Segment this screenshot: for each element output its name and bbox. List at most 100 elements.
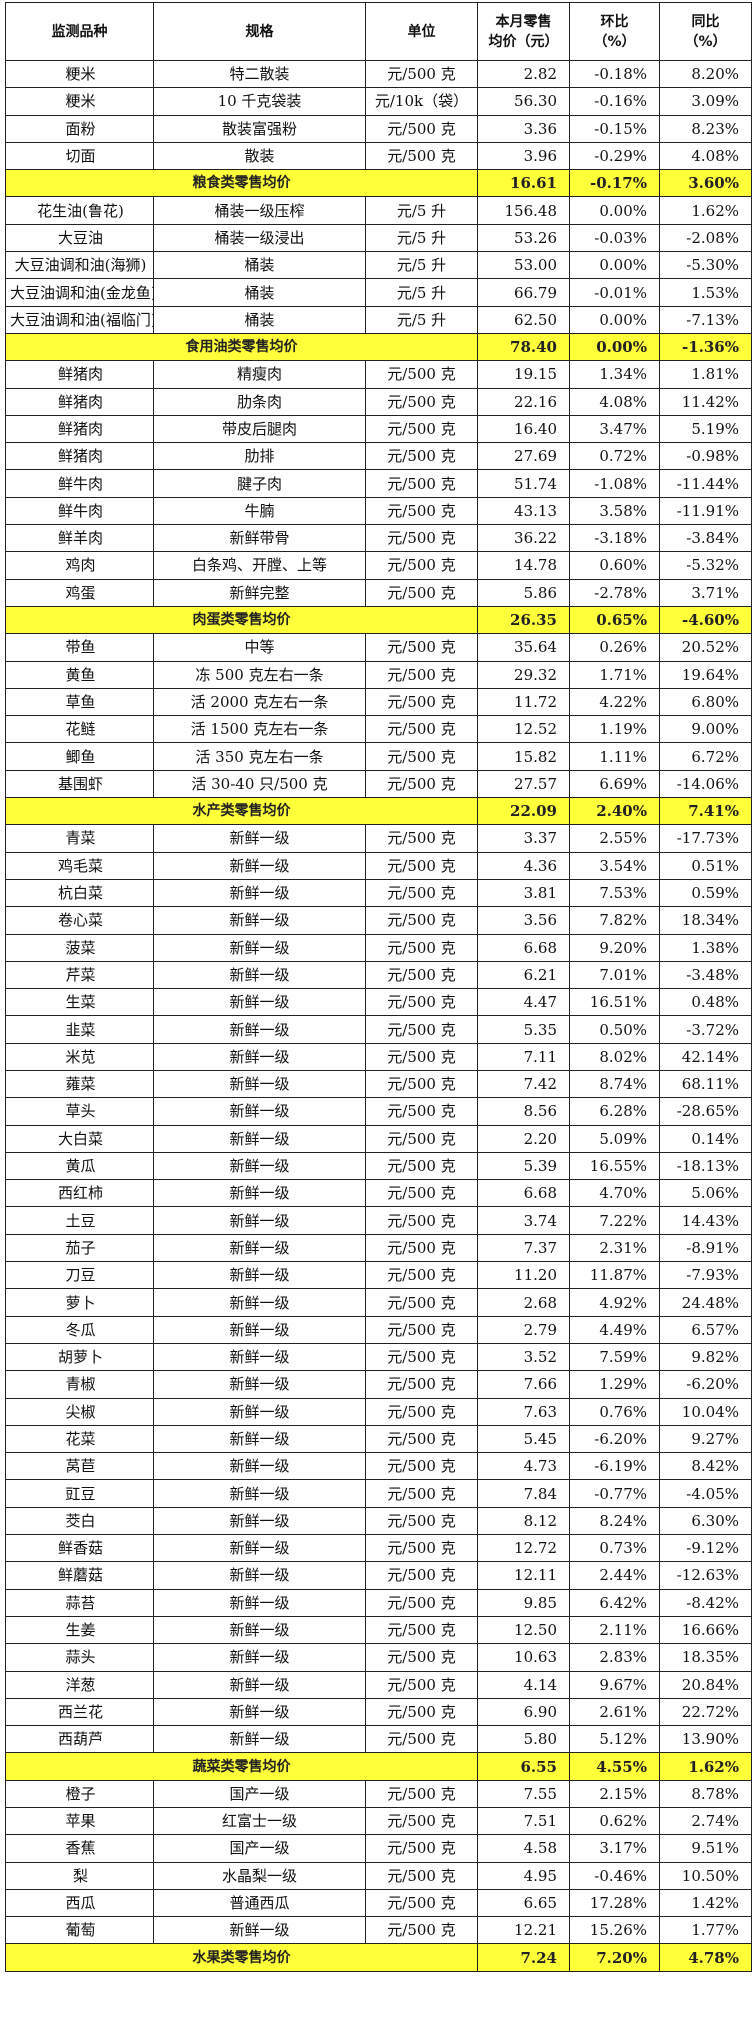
item-name-cell: 草鱼	[5, 687, 154, 717]
price-cell: 4.58	[477, 1834, 570, 1863]
price-cell: 5.45	[477, 1424, 570, 1454]
yoy-cell: -11.44%	[659, 469, 752, 498]
header-yoy: 同比 （%）	[659, 2, 752, 61]
yoy-cell: 18.35%	[659, 1643, 752, 1672]
item-name-cell: 土豆	[5, 1206, 154, 1235]
yoy-cell: -28.65%	[659, 1097, 752, 1126]
price-cell: 7.63	[477, 1397, 570, 1426]
item-name-cell: 鲜牛肉	[5, 469, 154, 498]
spec-cell: 冻 500 克左右一条	[153, 660, 366, 689]
category-average-label: 食用油类零售均价	[5, 332, 478, 362]
category-average-label: 水产类零售均价	[5, 797, 478, 826]
unit-cell: 元/500 克	[365, 1097, 478, 1126]
unit-cell: 元/500 克	[365, 360, 478, 389]
price-cell: 8.12	[477, 1506, 570, 1536]
mom-cell: 16.55%	[569, 1151, 660, 1181]
item-name-cell: 鲜猪肉	[5, 387, 154, 416]
price-cell: 14.78	[477, 551, 570, 580]
price-cell: 10.63	[477, 1643, 570, 1672]
yoy-cell: 18.34%	[659, 906, 752, 935]
unit-cell: 元/500 克	[365, 1888, 478, 1918]
mom-cell: 4.08%	[569, 387, 660, 416]
unit-cell: 元/500 克	[365, 1561, 478, 1590]
mom-cell: 4.49%	[569, 1315, 660, 1344]
unit-cell: 元/10k（袋）	[365, 87, 478, 116]
item-name-cell: 切面	[5, 141, 154, 171]
yoy-cell: 1.42%	[659, 1888, 752, 1918]
yoy-cell: -8.91%	[659, 1233, 752, 1263]
unit-cell: 元/500 克	[365, 1124, 478, 1153]
unit-cell: 元/500 克	[365, 1342, 478, 1372]
unit-cell: 元/5 升	[365, 223, 478, 253]
unit-cell: 元/500 克	[365, 1151, 478, 1181]
table-row: 茄子 新鲜一级 元/500 克 7.37 2.31% -8.91%	[5, 1233, 752, 1263]
yoy-cell: 0.14%	[659, 1124, 752, 1153]
spec-cell: 腱子肉	[153, 469, 366, 498]
table-row: 大白菜 新鲜一级 元/500 克 2.20 5.09% 0.14%	[5, 1124, 752, 1153]
table-row: 卷心菜 新鲜一级 元/500 克 3.56 7.82% 18.34%	[5, 906, 752, 935]
unit-cell: 元/500 克	[365, 1479, 478, 1508]
price-cell: 66.79	[477, 278, 570, 307]
unit-cell: 元/500 克	[365, 851, 478, 880]
unit-cell: 元/500 克	[365, 578, 478, 607]
table-row: 鸡肉 白条鸡、开膛、上等 元/500 克 14.78 0.60% -5.32%	[5, 551, 752, 580]
yoy-cell: -3.72%	[659, 1015, 752, 1044]
item-name-cell: 冬瓜	[5, 1315, 154, 1344]
spec-cell: 活 1500 克左右一条	[153, 715, 366, 744]
item-name-cell: 花生油(鲁花)	[5, 196, 154, 225]
average-price-cell: 78.40	[477, 332, 570, 362]
unit-cell: 元/500 克	[365, 1397, 478, 1426]
item-name-cell: 萝卜	[5, 1288, 154, 1317]
unit-cell: 元/500 克	[365, 769, 478, 799]
mom-cell: 8.02%	[569, 1042, 660, 1071]
yoy-cell: -5.30%	[659, 251, 752, 280]
yoy-cell: 2.74%	[659, 1806, 752, 1836]
item-name-cell: 韭菜	[5, 1015, 154, 1044]
mom-cell: 0.50%	[569, 1015, 660, 1044]
table-row: 萝卜 新鲜一级 元/500 克 2.68 4.92% 24.48%	[5, 1288, 752, 1317]
item-name-cell: 橙子	[5, 1779, 154, 1809]
table-row: 鸡蛋 新鲜完整 元/500 克 5.86 -2.78% 3.71%	[5, 578, 752, 607]
unit-cell: 元/500 克	[365, 1452, 478, 1481]
spec-cell: 新鲜一级	[153, 1124, 366, 1153]
yoy-cell: 6.80%	[659, 687, 752, 717]
price-cell: 3.81	[477, 878, 570, 908]
yoy-cell: 0.51%	[659, 851, 752, 880]
spec-cell: 新鲜一级	[153, 1206, 366, 1235]
price-cell: 7.42	[477, 1069, 570, 1099]
mom-cell: 0.73%	[569, 1534, 660, 1563]
spec-cell: 新鲜完整	[153, 578, 366, 607]
mom-cell: -0.46%	[569, 1861, 660, 1890]
mom-cell: 8.74%	[569, 1069, 660, 1099]
price-cell: 3.56	[477, 906, 570, 935]
yoy-cell: 1.77%	[659, 1916, 752, 1945]
yoy-cell: 1.38%	[659, 933, 752, 962]
price-cell: 6.68	[477, 1179, 570, 1208]
spec-cell: 活 350 克左右一条	[153, 742, 366, 771]
item-name-cell: 草头	[5, 1097, 154, 1126]
price-cell: 6.68	[477, 933, 570, 962]
unit-cell: 元/500 克	[365, 141, 478, 171]
mom-cell: 0.00%	[569, 196, 660, 225]
yoy-cell: 1.81%	[659, 360, 752, 389]
price-cell: 7.11	[477, 1042, 570, 1071]
unit-cell: 元/500 克	[365, 114, 478, 143]
item-name-cell: 鲜猪肉	[5, 442, 154, 471]
mom-cell: 0.26%	[569, 633, 660, 662]
average-price-cell: 22.09	[477, 797, 570, 826]
item-name-cell: 尖椒	[5, 1397, 154, 1426]
table-row: 生菜 新鲜一级 元/500 克 4.47 16.51% 0.48%	[5, 988, 752, 1017]
spec-cell: 新鲜一级	[153, 1643, 366, 1672]
spec-cell: 白条鸡、开膛、上等	[153, 551, 366, 580]
yoy-cell: -14.06%	[659, 769, 752, 799]
table-row: 梨水晶梨一级 元/500 克 4.95 -0.46% 10.50%	[5, 1861, 752, 1890]
spec-cell: 桶装一级浸出	[153, 223, 366, 253]
mom-cell: 17.28%	[569, 1888, 660, 1918]
unit-cell: 元/500 克	[365, 1534, 478, 1563]
mom-cell: 9.20%	[569, 933, 660, 962]
table-row: 鲜猪肉 带皮后腿肉 元/500 克 16.40 3.47% 5.19%	[5, 414, 752, 444]
unit-cell: 元/500 克	[365, 496, 478, 526]
price-cell: 4.95	[477, 1861, 570, 1890]
yoy-cell: 10.50%	[659, 1861, 752, 1890]
mom-cell: 0.00%	[569, 251, 660, 280]
